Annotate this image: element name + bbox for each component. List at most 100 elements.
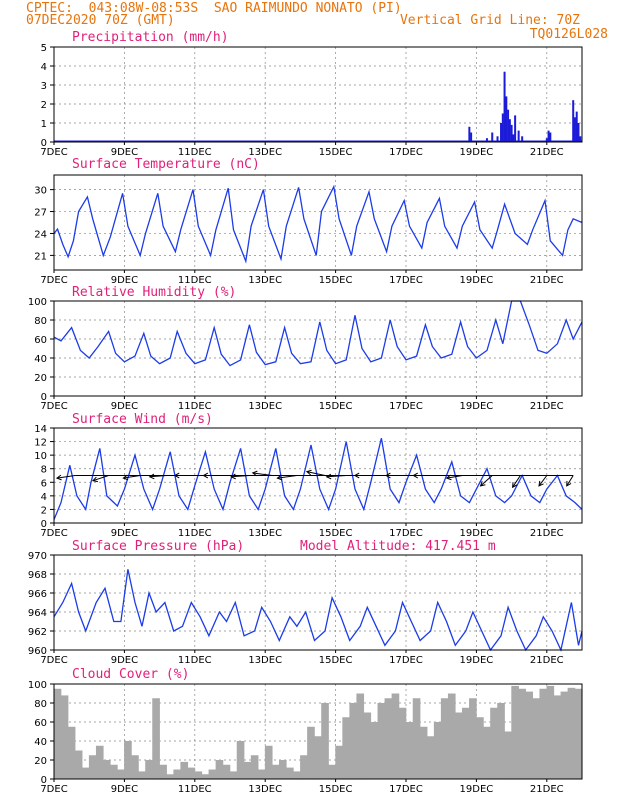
y-tick-label: 960 xyxy=(28,646,47,657)
x-tick-label: 13DEC xyxy=(248,655,282,666)
cloud-bar xyxy=(257,769,266,779)
x-tick-label: 13DEC xyxy=(248,784,282,795)
precip-bar xyxy=(500,123,503,142)
precip-bar xyxy=(512,134,515,142)
y-tick-label: 8 xyxy=(41,465,47,476)
x-tick-label: 15DEC xyxy=(319,147,353,158)
precip-bar xyxy=(507,109,510,142)
wind-arrowhead xyxy=(230,473,236,480)
x-tick-label: 7DEC xyxy=(40,655,67,666)
x-tick-label: 17DEC xyxy=(389,401,423,412)
wind-arrowhead xyxy=(566,480,572,487)
y-tick-label: 27 xyxy=(34,208,47,219)
cloud-bar xyxy=(511,685,519,779)
cloud-bar xyxy=(532,698,541,779)
x-tick-label: 9DEC xyxy=(111,147,138,158)
cloud-bar xyxy=(518,688,526,779)
y-tick-label: 20 xyxy=(34,373,47,384)
cloud-bar xyxy=(384,698,393,779)
cloud-bar xyxy=(124,741,132,779)
wind-vector xyxy=(56,475,76,479)
x-tick-label: 7DEC xyxy=(40,528,67,539)
cloud-bar xyxy=(236,741,245,779)
cloud-bar xyxy=(419,726,428,779)
x-tick-label: 11DEC xyxy=(178,275,212,286)
cloud-bar xyxy=(180,761,189,779)
y-tick-label: 24 xyxy=(34,229,47,240)
panel-2: 0 20 40 60 80 100 7DEC 9DEC 11DEC 13DEC 15DEC 17DEC… xyxy=(28,285,583,412)
y-tick-label: 21 xyxy=(34,251,47,262)
wind-arrowhead xyxy=(122,474,129,481)
wind-arrowhead xyxy=(445,474,452,481)
wind-arrowhead xyxy=(538,480,544,487)
y-tick-label: 0 xyxy=(41,775,47,786)
cloud-bar xyxy=(398,707,407,779)
x-tick-label: 15DEC xyxy=(319,401,353,412)
wind-arrowhead xyxy=(55,474,62,481)
x-tick-label: 19DEC xyxy=(460,401,494,412)
model-altitude-annotation: Model Altitude: 417.451 m xyxy=(300,539,496,554)
y-tick-label: 5 xyxy=(41,43,47,54)
cloud-bar xyxy=(215,760,224,779)
x-tick-label: 7DEC xyxy=(40,784,67,795)
y-tick-label: 30 xyxy=(34,186,47,197)
x-tick-label: 19DEC xyxy=(460,655,494,666)
wind-vector xyxy=(92,475,109,482)
cloud-bar xyxy=(405,722,414,779)
panel-title: Surface Pressure (hPa) xyxy=(72,539,244,554)
panel-title: Surface Wind (m/s) xyxy=(72,412,213,427)
precip-bar xyxy=(521,136,524,142)
wind-vector xyxy=(446,475,463,479)
y-tick-label: 12 xyxy=(34,438,47,449)
x-tick-label: 17DEC xyxy=(389,528,423,539)
precip-bar xyxy=(510,124,513,142)
wind-vector xyxy=(252,472,273,476)
cloud-bar xyxy=(293,771,301,779)
precip-bar xyxy=(572,100,575,142)
cloud-bar xyxy=(539,688,548,779)
cloud-bar xyxy=(377,703,386,779)
x-tick-label: 11DEC xyxy=(178,147,212,158)
x-tick-label: 21DEC xyxy=(530,275,564,286)
x-tick-label: 17DEC xyxy=(389,275,423,286)
x-tick-label: 7DEC xyxy=(40,147,67,158)
cloud-bar xyxy=(454,712,463,779)
header-grid-note: Vertical Grid Line: 70Z xyxy=(399,13,580,28)
cloud-bar xyxy=(560,691,569,779)
wind-arrowhead xyxy=(202,472,209,479)
cloud-bar xyxy=(447,693,456,779)
cloud-bar xyxy=(81,767,90,779)
panel-5: 0 20 40 60 80 100 7DEC 9DEC 11DEC 13DEC 15DEC 17DEC… xyxy=(28,667,583,795)
precip-bar xyxy=(514,115,517,142)
cloud-bar xyxy=(102,760,111,779)
cloud-bar xyxy=(490,707,498,779)
x-tick-label: 15DEC xyxy=(319,784,353,795)
x-tick-label: 15DEC xyxy=(319,528,353,539)
cloud-bar xyxy=(574,688,583,779)
cloud-bar xyxy=(440,698,449,779)
precip-bar xyxy=(545,138,548,142)
y-tick-label: 2 xyxy=(41,100,47,111)
x-tick-label: 13DEC xyxy=(248,401,282,412)
series-line xyxy=(53,569,583,653)
cloud-bar xyxy=(412,698,421,779)
wind-vector xyxy=(566,475,574,487)
x-tick-label: 7DEC xyxy=(40,401,67,412)
cloud-bar xyxy=(194,771,203,779)
y-tick-label: 100 xyxy=(28,680,47,691)
precip-bar xyxy=(508,119,511,142)
cloud-bar xyxy=(546,685,555,779)
x-tick-label: 21DEC xyxy=(530,401,564,412)
precip-bar xyxy=(575,111,578,142)
precip-bar xyxy=(485,138,488,142)
x-tick-label: 11DEC xyxy=(178,784,212,795)
plot-frame xyxy=(53,300,583,397)
cloud-bar xyxy=(152,698,160,779)
y-tick-label: 1 xyxy=(41,119,47,130)
x-tick-label: 15DEC xyxy=(319,655,353,666)
x-tick-label: 15DEC xyxy=(319,275,353,286)
y-tick-label: 2 xyxy=(41,505,47,516)
cloud-bar xyxy=(243,761,252,779)
wind-vector xyxy=(480,475,493,487)
cloud-bar xyxy=(67,726,76,779)
